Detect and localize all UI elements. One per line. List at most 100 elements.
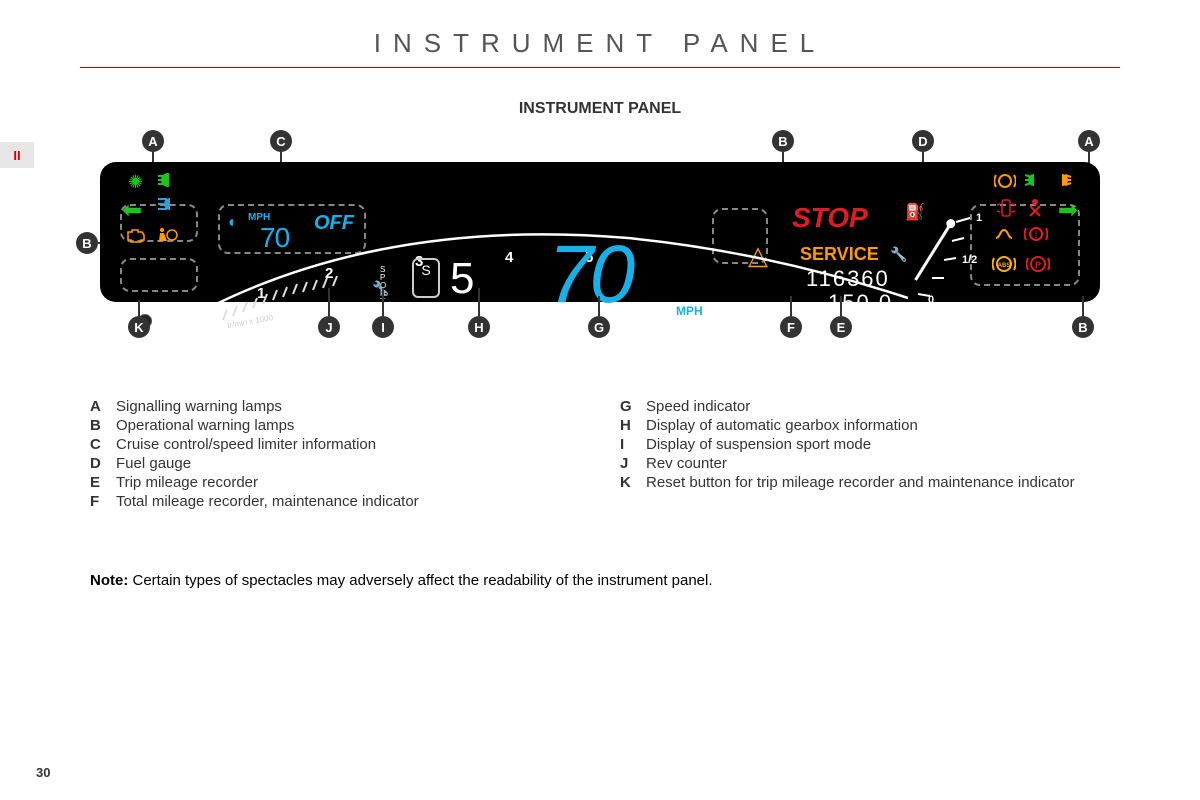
legend-row: DFuel gauge [90,455,580,472]
callout-G: G [588,316,610,338]
svg-text:ABS: ABS [998,263,1011,269]
legend-col-left: ASignalling warning lampsBOperational wa… [90,398,580,512]
warning-triangle-icon: △ [748,240,768,271]
rear-fog-icon [1052,172,1072,193]
legend-row: CCruise control/speed limiter informatio… [90,436,580,453]
instrument-panel: ◐ MPH 70 OFF ✺ ⬅ 0 1 2 3 4 5 [100,162,1100,302]
legend-row: BOperational warning lamps [90,417,580,434]
legend-text: Total mileage recorder, maintenance indi… [116,493,580,510]
note-label: Note: [90,572,128,589]
right-indicator-icon: ➡ [1058,196,1078,225]
callout-lead [328,288,330,316]
legend-row: KReset button for trip mileage recorder … [620,474,1110,491]
svg-text:P: P [1035,260,1041,270]
legend-key: I [620,436,646,453]
callout-lead [790,296,792,316]
brake-fluid-icon: ! [1024,224,1048,249]
odometer-value: 116360 [806,266,890,292]
callout-lead [598,296,600,316]
fuel-empty-label: 0 [928,294,934,306]
legend-row: ASignalling warning lamps [90,398,580,415]
legend-text: Operational warning lamps [116,417,580,434]
legend-key: C [90,436,116,453]
legend-text: Trip mileage recorder [116,474,580,491]
glowplug-icon [994,226,1016,247]
legend: ASignalling warning lampsBOperational wa… [90,398,1110,512]
chapter-tab: II [0,142,34,168]
stop-warning: STOP [792,202,868,234]
speed-value: 70 [548,228,631,322]
legend-key: G [620,398,646,415]
callout-A-right: A [1078,130,1100,152]
speed-unit: MPH [676,304,703,318]
legend-key: D [90,455,116,472]
legend-text: Display of suspension sport mode [646,436,1110,453]
legend-key: E [90,474,116,491]
title-rule [80,67,1120,68]
dipped-beam-icon [158,172,178,193]
callout-C: C [270,130,292,152]
legend-key: K [620,474,646,491]
cruise-off-label: OFF [314,212,354,235]
callout-D: D [912,130,934,152]
legend-text: Signalling warning lamps [116,398,580,415]
group-C-cruise: ◐ MPH 70 OFF [218,204,366,254]
legend-row: JRev counter [620,455,1110,472]
gearbox-mode: S [412,258,440,298]
legend-row: HDisplay of automatic gearbox informatio… [620,417,1110,434]
fuel-full-label: 1 [976,212,982,224]
callout-I: I [372,316,394,338]
page-title: INSTRUMENT PANEL [0,0,1200,67]
sidelights-icon: ✺ [128,172,143,193]
engine-warning-icon [126,228,148,249]
legend-row: IDisplay of suspension sport mode [620,436,1110,453]
fuel-half-label: 1/2 [962,254,977,266]
door-open-icon [996,198,1016,223]
group-B-left [120,258,198,292]
legend-row: GSpeed indicator [620,398,1110,415]
callout-lead [478,288,480,316]
callout-B-right: B [1072,316,1094,338]
callout-lead [138,300,140,316]
legend-text: Reset button for trip mileage recorder a… [646,474,1110,491]
callout-F: F [780,316,802,338]
service-label: SERVICE [800,244,879,265]
cruise-value: 70 [260,222,289,254]
instrument-panel-diagram: A C B D A B ◐ MPH 70 OFF ✺ ⬅ [90,128,1110,328]
callout-A-left: A [142,130,164,152]
note-text: Certain types of spectacles may adversel… [128,572,712,589]
callout-H: H [468,316,490,338]
legend-key: A [90,398,116,415]
wrench-icon: 🔧 [372,280,389,297]
left-indicator-icon: ⬅ [122,196,142,225]
callout-B-top: B [772,130,794,152]
legend-text: Display of automatic gearbox information [646,417,1110,434]
callout-J: J [318,316,340,338]
legend-row: FTotal mileage recorder, maintenance ind… [90,493,580,510]
gear-number: 5 [450,254,474,304]
callout-lead [1082,296,1084,316]
front-fog-icon [1024,172,1044,193]
legend-text: Cruise control/speed limiter information [116,436,580,453]
seatbelt-icon [1026,198,1044,223]
legend-text: Speed indicator [646,398,1110,415]
callout-lead [382,288,384,316]
section-subtitle: INSTRUMENT PANEL [0,100,1200,118]
legend-col-right: GSpeed indicatorHDisplay of automatic ge… [620,398,1110,512]
cruise-gauge-icon: ◐ [228,214,238,232]
callout-E: E [830,316,852,338]
tach-4: 4 [505,249,513,266]
legend-key: H [620,417,646,434]
callout-K: K [128,316,150,338]
legend-key: B [90,417,116,434]
trip-value: 150.0 [828,290,893,316]
legend-text: Fuel gauge [116,455,580,472]
callout-B-left: B [76,232,98,254]
service-wrench-icon: 🔧 [890,246,907,263]
passenger-airbag-icon [156,226,178,249]
legend-text: Rev counter [646,455,1110,472]
svg-text:!: ! [1035,230,1038,241]
main-beam-icon [158,196,180,217]
abs-icon: ABS [992,254,1016,279]
legend-key: F [90,493,116,510]
